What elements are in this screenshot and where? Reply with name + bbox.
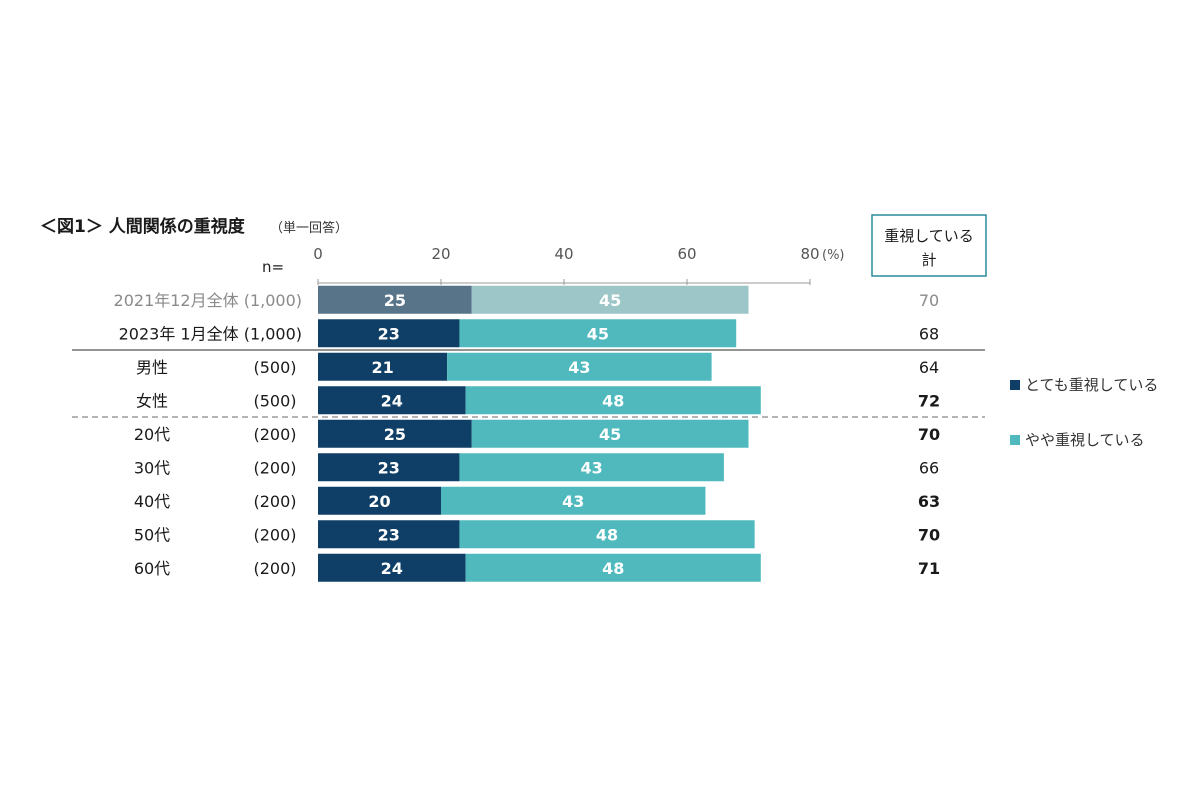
category-label: 60代 bbox=[134, 559, 170, 578]
total-value: 64 bbox=[919, 358, 939, 377]
bar-strong bbox=[318, 419, 472, 448]
bar-strong-label: 24 bbox=[381, 391, 403, 410]
legend-label-moderate: やや重視している bbox=[1025, 431, 1145, 449]
category-label: 20代 bbox=[134, 425, 170, 444]
category-label: 2023年 1月全体 (1,000) bbox=[119, 324, 302, 343]
bar-moderate-label: 43 bbox=[581, 458, 603, 477]
sample-size-label: (200) bbox=[253, 425, 296, 444]
bar-moderate bbox=[471, 285, 749, 314]
axis-tick-label: 40 bbox=[554, 245, 573, 263]
axis-tick-label: 0 bbox=[313, 245, 323, 263]
legend-label-strong: とても重視している bbox=[1025, 376, 1158, 394]
bar-strong-label: 23 bbox=[378, 458, 400, 477]
bar-strong-label: 24 bbox=[381, 559, 403, 578]
bar-moderate bbox=[447, 352, 712, 381]
category-label: 30代 bbox=[134, 458, 170, 477]
total-value: 70 bbox=[918, 425, 940, 444]
bar-strong bbox=[318, 319, 460, 348]
axis-tick-label: 80 bbox=[800, 245, 819, 263]
bar-strong bbox=[318, 520, 460, 549]
chart-title: ＜図1＞ 人間関係の重視度 bbox=[40, 216, 246, 237]
category-label: 男性 bbox=[136, 358, 168, 377]
axis-unit-label: (%) bbox=[822, 248, 845, 263]
legend-swatch-strong bbox=[1010, 380, 1020, 390]
total-value: 70 bbox=[918, 525, 940, 544]
bar-strong bbox=[318, 386, 466, 415]
plot-area: 0 20 40 60 80 (%)2021年12月全体 (1,000) 25 45 702023… bbox=[72, 245, 985, 582]
total-header-box bbox=[871, 214, 987, 277]
bar-strong bbox=[318, 553, 466, 582]
bar-moderate-label: 48 bbox=[596, 525, 618, 544]
sample-size-label: (200) bbox=[253, 559, 296, 578]
total-value: 68 bbox=[919, 324, 939, 343]
bar-strong-label: 21 bbox=[371, 358, 393, 377]
bar-strong-label: 23 bbox=[378, 324, 400, 343]
bar-moderate-label: 45 bbox=[587, 324, 609, 343]
sample-size-label: (200) bbox=[253, 458, 296, 477]
total-value: 63 bbox=[918, 492, 940, 511]
total-header-line2: 計 bbox=[921, 251, 936, 269]
bar-moderate bbox=[459, 319, 737, 348]
bar-strong-label: 23 bbox=[378, 525, 400, 544]
category-label: 50代 bbox=[134, 525, 170, 544]
bar-strong bbox=[318, 285, 472, 314]
sample-size-label: (500) bbox=[253, 391, 296, 410]
bar-moderate-label: 45 bbox=[599, 425, 621, 444]
axis-tick-label: 20 bbox=[431, 245, 450, 263]
sample-size-label: (200) bbox=[253, 525, 296, 544]
bar-moderate-label: 43 bbox=[562, 492, 584, 511]
total-value: 70 bbox=[919, 291, 939, 310]
bar-strong-label: 25 bbox=[384, 291, 406, 310]
bar-strong bbox=[318, 453, 460, 482]
bar-strong bbox=[318, 486, 441, 515]
bar-moderate bbox=[465, 386, 761, 415]
total-header-line1: 重視している bbox=[884, 227, 974, 245]
bar-moderate bbox=[465, 553, 761, 582]
sample-size-label: (200) bbox=[253, 492, 296, 511]
bar-strong-label: 20 bbox=[368, 492, 390, 511]
bar-moderate-label: 45 bbox=[599, 291, 621, 310]
bar-moderate bbox=[441, 486, 706, 515]
total-value: 72 bbox=[918, 391, 940, 410]
chart-subtitle: （単一回答） bbox=[270, 220, 348, 236]
axis-tick-label: 60 bbox=[677, 245, 696, 263]
total-value: 71 bbox=[918, 559, 940, 578]
total-value: 66 bbox=[919, 458, 939, 477]
bar-moderate bbox=[471, 419, 749, 448]
bar-strong-label: 25 bbox=[384, 425, 406, 444]
bar-moderate bbox=[459, 520, 755, 549]
n-label: n= bbox=[262, 258, 284, 276]
category-label: 女性 bbox=[136, 391, 168, 410]
bar-moderate-label: 43 bbox=[568, 358, 590, 377]
bar-moderate-label: 48 bbox=[602, 559, 624, 578]
category-label: 40代 bbox=[134, 492, 170, 511]
bar-moderate-label: 48 bbox=[602, 391, 624, 410]
category-label: 2021年12月全体 (1,000) bbox=[114, 291, 302, 310]
bar-strong bbox=[318, 352, 448, 381]
sample-size-label: (500) bbox=[253, 358, 296, 377]
legend-swatch-moderate bbox=[1010, 435, 1020, 445]
bar-moderate bbox=[459, 453, 724, 482]
